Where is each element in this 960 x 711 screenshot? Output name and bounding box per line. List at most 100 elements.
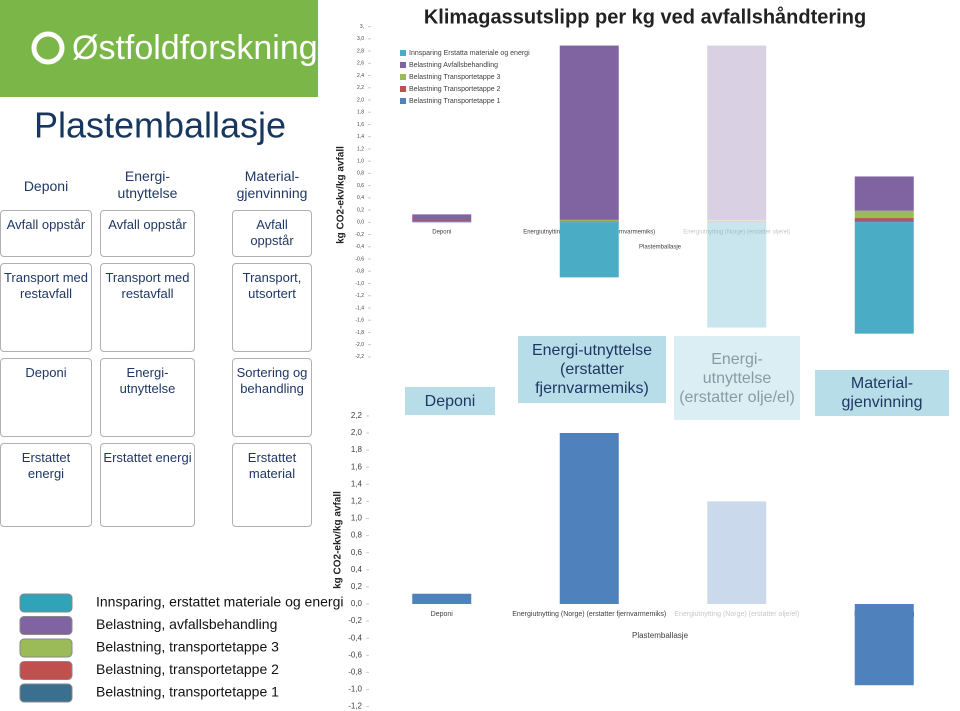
bar-segment — [412, 214, 472, 221]
bar-segment — [707, 221, 767, 222]
flow-step: Avfall oppstår — [232, 210, 312, 257]
legend-swatch — [19, 616, 73, 635]
column-heading: Deponi — [23, 178, 69, 194]
y-tick-label: 1,4 — [351, 479, 363, 488]
y-tick-label: 0,8 — [357, 171, 364, 177]
bar — [559, 433, 619, 604]
legend-swatch — [19, 593, 73, 613]
y-tick-label: 2,0 — [357, 97, 364, 103]
bar — [707, 501, 767, 604]
y-tick-label: 0,2 — [357, 207, 364, 213]
y-tick-label: 0,0 — [351, 599, 363, 608]
legend-label: Belastning, transportetappe 1 — [96, 684, 279, 700]
y-tick-label: 2,0 — [351, 428, 363, 437]
column-heading: Material-gjenvinning — [236, 168, 308, 201]
bar-segment — [412, 220, 472, 222]
legend-swatch — [400, 74, 406, 80]
y-tick-label: 3,0 — [357, 36, 364, 42]
y-tick-label: 0,8 — [351, 531, 363, 540]
y-tick-label: 1,2 — [351, 497, 363, 506]
flow-step: Transport med restavfall — [0, 263, 92, 352]
flow-step: Sortering og behandling — [232, 358, 312, 437]
y-tick-label: -2,2 — [355, 354, 364, 360]
legend-swatch — [400, 50, 406, 56]
y-tick-label: 1,0 — [351, 514, 363, 523]
flow-step: Energi-utnyttelse — [100, 358, 195, 437]
y-tick-label: -1,2 — [355, 293, 364, 299]
bar-segment — [707, 45, 767, 220]
y-tick-label: 2,6 — [357, 61, 364, 67]
flow-step: Deponi — [0, 358, 92, 437]
y-tick-label: -0,2 — [348, 616, 362, 625]
y-tick-label: 0,6 — [357, 183, 364, 189]
y-tick-label: 1,6 — [357, 122, 364, 128]
flow-step: Avfall oppstår — [100, 210, 195, 257]
overlay-label: Deponi — [405, 387, 495, 415]
y-tick-label: -1,2 — [348, 702, 362, 711]
overlay-label: Energi-utnyttelse (erstatter fjernvarmem… — [518, 336, 666, 403]
legend-label: Belastning Transportetappe 1 — [409, 98, 501, 105]
y-tick-label: 1,0 — [357, 158, 364, 164]
y-tick-label: -0,8 — [355, 269, 364, 275]
y-tick-label: 1,2 — [357, 146, 364, 152]
y-tick-label: 1,8 — [351, 445, 363, 454]
overlay-label: Material-gjenvinning — [815, 370, 949, 416]
y-tick-label: -1,8 — [355, 330, 364, 336]
y-tick-label: 2,2 — [357, 85, 364, 91]
y-tick-label: 1,4 — [357, 134, 364, 140]
legend-swatch — [19, 661, 73, 680]
logo-band — [0, 0, 318, 97]
x-tick-label: Energiutnytting (Norge) (erstatter olje/… — [683, 230, 790, 236]
y-tick-label: -0,4 — [348, 633, 362, 642]
logo-text: Østfoldforskning — [72, 29, 318, 67]
y-tick-label: -0,6 — [348, 650, 362, 659]
y-tick-label: -2,0 — [355, 342, 364, 348]
flow-step: Avfall oppstår — [0, 210, 92, 257]
legend-label: Belastning, transportetappe 2 — [96, 661, 279, 677]
flow-step: Erstattet energi — [100, 443, 195, 527]
y-tick-label: 3, — [360, 24, 364, 30]
bar-segment — [559, 221, 619, 222]
overlay-label: Energi-utnyttelse (erstatter olje/el) — [674, 336, 800, 420]
y-tick-label: -1,0 — [348, 685, 362, 694]
x-tick-label: Energiutnytting (Norge) (erstatter fjern… — [512, 611, 666, 618]
legend-label: Belastning, avfallsbehandling — [96, 616, 277, 632]
legend-label: Innsparing, erstattet materiale og energ… — [96, 594, 343, 610]
bar-segment — [559, 45, 619, 220]
x-tick-label: Deponi — [432, 230, 451, 236]
legend-label: Belastning, transportetappe 3 — [96, 639, 279, 655]
y-tick-label: -0,2 — [355, 232, 364, 238]
bar-segment — [559, 219, 619, 222]
bar-segment — [559, 221, 619, 223]
page-title: Plastemballasje — [34, 105, 286, 146]
legend-swatch — [400, 62, 406, 68]
legend-label: Belastning Avfallsbehandling — [409, 62, 498, 69]
bar-segment — [854, 220, 914, 223]
bar-segment — [707, 219, 767, 222]
flow-step: Erstattet material — [232, 443, 312, 527]
y-axis-title: kg CO2-ekv/kg avfall — [333, 491, 344, 589]
x-tick-label: Deponi — [431, 611, 454, 618]
y-tick-label: -0,6 — [355, 256, 364, 262]
x-tick-label: Energiutnytting (Norge) (erstatter olje/… — [674, 611, 799, 618]
y-tick-label: 2,4 — [357, 73, 364, 79]
bar-segment — [854, 222, 914, 334]
y-tick-label: 0,0 — [357, 220, 364, 226]
bar-segment — [412, 221, 472, 223]
legend-swatch — [400, 86, 406, 92]
flow-step: Erstattet energi — [0, 443, 92, 527]
y-tick-label: 0,2 — [351, 582, 363, 591]
legend-label: Belastning Transportetappe 3 — [409, 74, 501, 81]
y-tick-label: 0,6 — [351, 548, 363, 557]
y-tick-label: 1,8 — [357, 110, 364, 116]
bar-segment — [854, 176, 914, 211]
bar — [854, 604, 914, 686]
flow-step: Transport med restavfall — [100, 263, 195, 352]
y-tick-label: 2,8 — [357, 48, 364, 54]
group-label: Plastemballasje — [639, 245, 682, 251]
y-tick-label: 1,6 — [351, 462, 363, 471]
bar — [412, 593, 472, 604]
flow-step: Transport, utsortert — [232, 263, 312, 352]
